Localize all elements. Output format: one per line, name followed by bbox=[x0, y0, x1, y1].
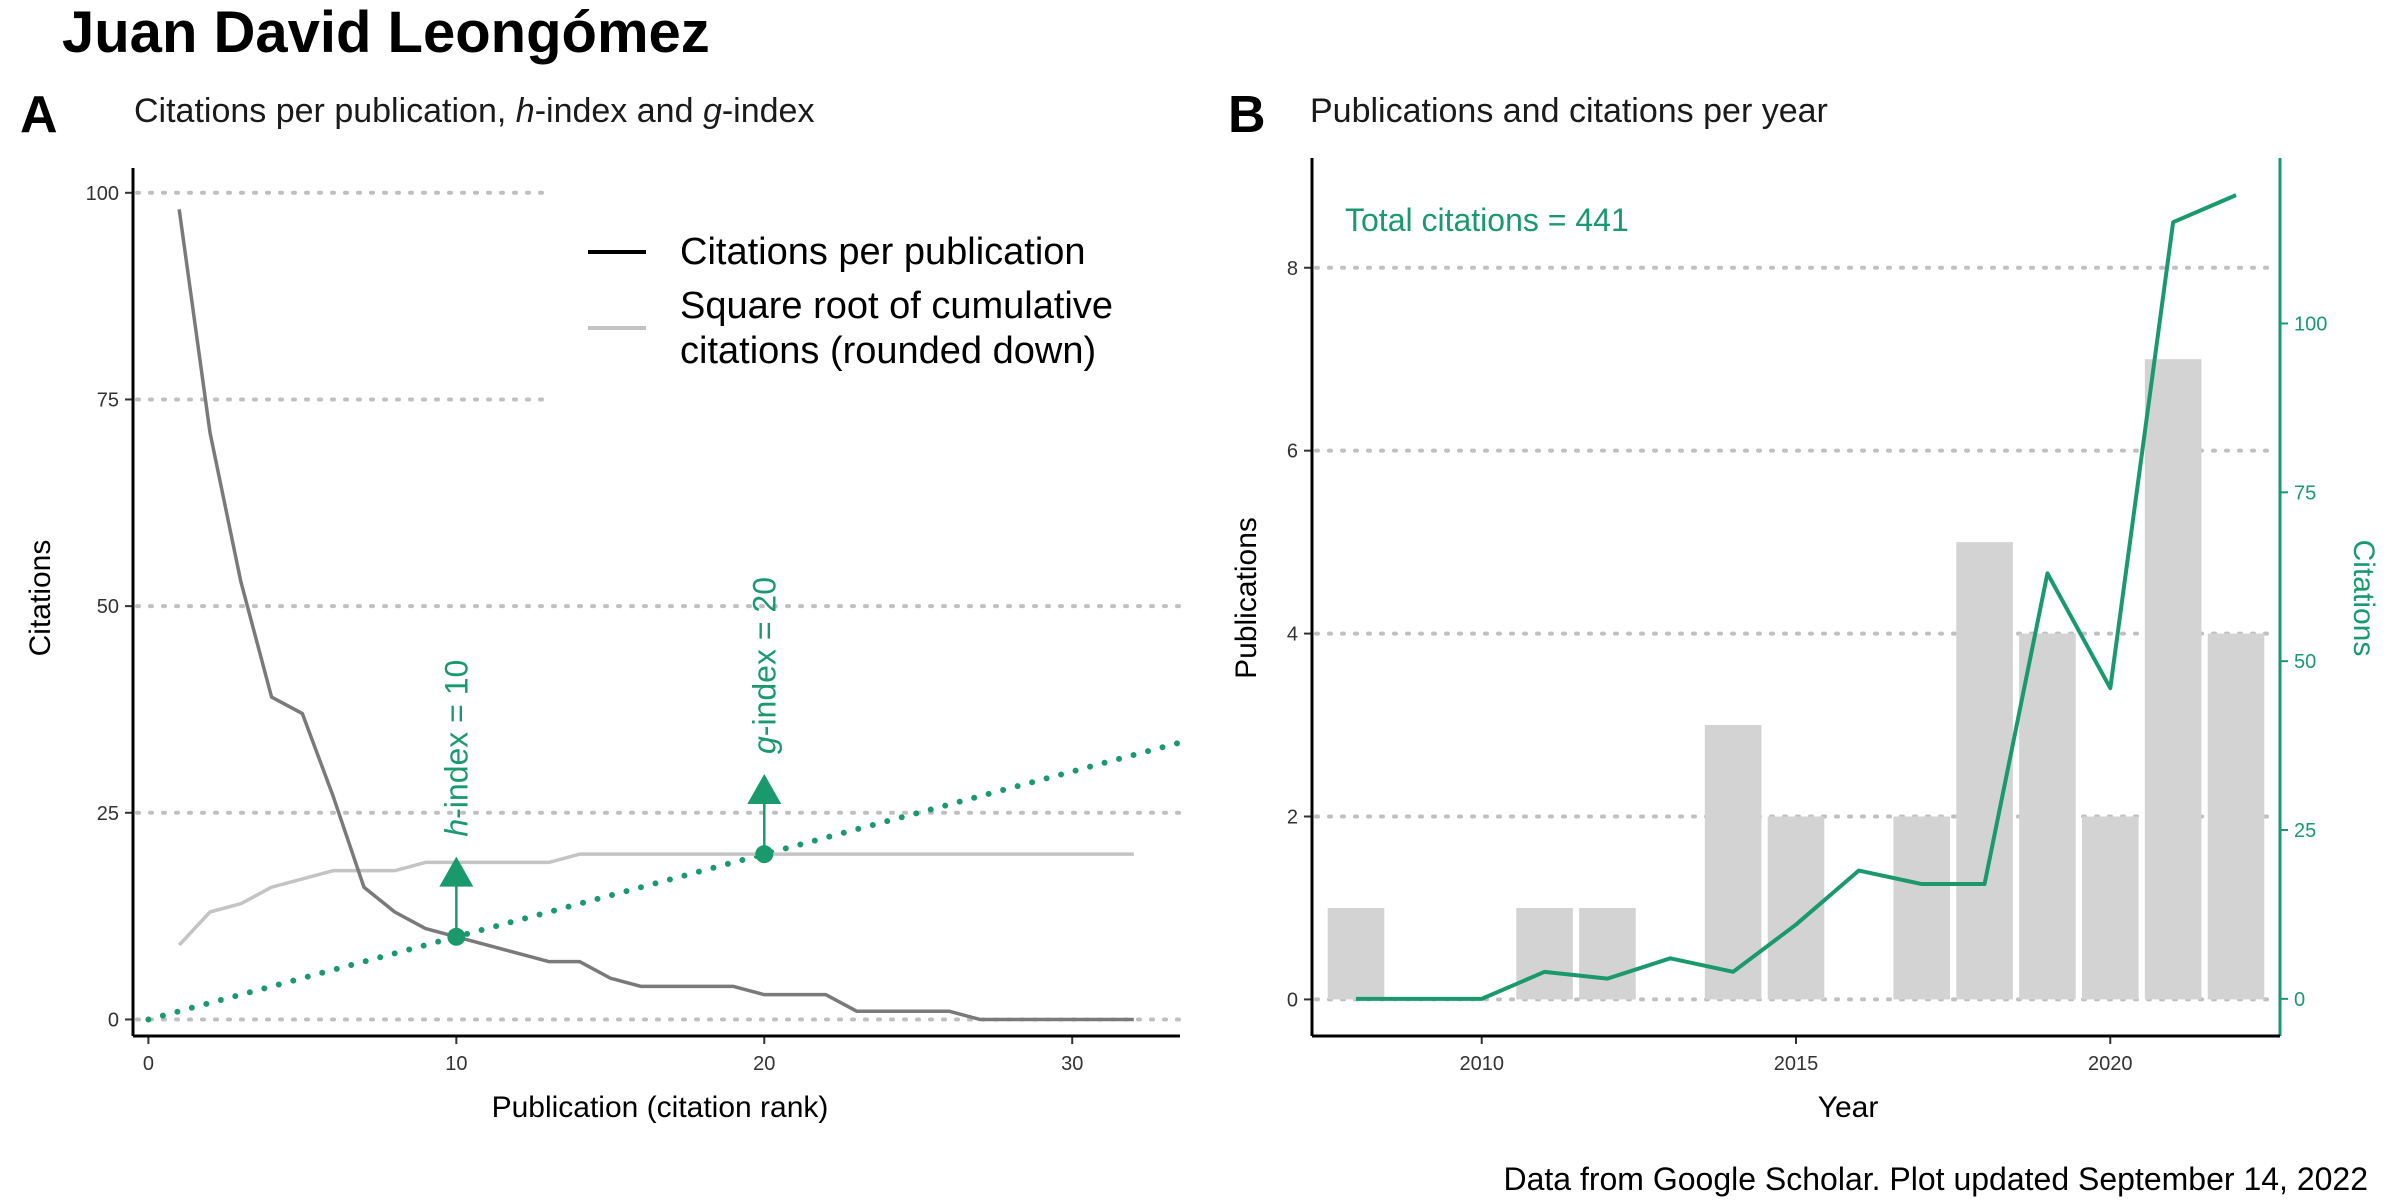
panel-a: A Citations per publication, h-index and… bbox=[20, 86, 1183, 1124]
panel-a-plot-area: h-index = 10 g-index = 20 bbox=[145, 209, 1183, 1023]
identity-dotted-line bbox=[145, 739, 1183, 1023]
panel-b-y-tick-label: 0 bbox=[1287, 989, 1298, 1011]
panel-b-x-tick-label: 2010 bbox=[1459, 1053, 1504, 1075]
panel-b-y2-tick-label: 75 bbox=[2294, 482, 2316, 504]
panel-b-letter: B bbox=[1228, 86, 1266, 144]
panel-a-x-ticks: 0 10 20 30 bbox=[143, 1036, 1083, 1075]
panel-a-x-tick-label: 10 bbox=[445, 1053, 467, 1075]
panel-b-y2-tick-label: 25 bbox=[2294, 820, 2316, 842]
citations-per-publication-line bbox=[177, 209, 1134, 1022]
panel-b-y-tick-label: 4 bbox=[1287, 624, 1298, 646]
figure-title: Juan David Leongómez bbox=[62, 0, 710, 65]
panel-b-x-tick-label: 2020 bbox=[2088, 1053, 2133, 1075]
publication-bar-2020 bbox=[2082, 816, 2139, 1000]
panel-a-y-tick-label: 50 bbox=[97, 596, 119, 618]
panel-b-y2-ticks: 0 25 50 75 100 bbox=[2280, 313, 2327, 1011]
panel-a-y-tick-label: 75 bbox=[97, 389, 119, 411]
legend-label-sqrt-line2: citations (rounded down) bbox=[680, 330, 1096, 372]
panel-a-letter: A bbox=[20, 86, 58, 144]
panel-a-title-part3: -index and bbox=[535, 92, 703, 130]
legend-label-sqrt-line1: Square root of cumulative bbox=[680, 285, 1113, 327]
panel-a-y-ticks: 0 25 50 75 100 bbox=[86, 183, 133, 1031]
sqrt-cumulative-line bbox=[177, 852, 1134, 947]
g-index-point bbox=[755, 845, 774, 864]
legend-label-citations: Citations per publication bbox=[680, 231, 1086, 273]
publication-bar-2012 bbox=[1579, 907, 1636, 1000]
panel-a-y-tick-label: 25 bbox=[97, 803, 119, 825]
publication-bar-2008 bbox=[1327, 907, 1385, 1000]
total-citations-annotation: Total citations = 441 bbox=[1345, 202, 1629, 238]
panel-b-y2-tick-label: 100 bbox=[2294, 313, 2327, 335]
panel-b-y-tick-label: 8 bbox=[1287, 258, 1298, 280]
panel-b-y2-tick-label: 50 bbox=[2294, 651, 2316, 673]
panel-b-y-tick-label: 6 bbox=[1287, 441, 1298, 463]
citations-per-year-line bbox=[1356, 193, 2237, 1001]
publication-bar-2022 bbox=[2207, 633, 2265, 1000]
publication-bar-2017 bbox=[1893, 816, 1950, 1000]
panel-a-x-tick-label: 20 bbox=[753, 1053, 775, 1075]
panel-a-title-h: h bbox=[516, 92, 535, 130]
publication-bar-2019 bbox=[2019, 633, 2076, 1000]
panel-a-title-part5: -index bbox=[722, 92, 815, 130]
caption: Data from Google Scholar. Plot updated S… bbox=[1503, 1161, 2368, 1197]
panel-a-x-label: Publication (citation rank) bbox=[492, 1091, 829, 1124]
panel-a-title-g: g bbox=[703, 92, 722, 130]
h-index-label: h-index = 10 bbox=[438, 660, 474, 837]
panel-b-x-tick-label: 2015 bbox=[1774, 1053, 1819, 1075]
h-index-arrow-head bbox=[439, 856, 474, 887]
panel-b-y-tick-label: 2 bbox=[1287, 807, 1298, 829]
panel-a-y-tick-label: 100 bbox=[86, 183, 119, 205]
panel-a-y-label: Citations bbox=[24, 540, 57, 657]
panel-b-x-label: Year bbox=[1818, 1091, 1879, 1124]
panel-a-legend: Citations per publication Square root of… bbox=[588, 231, 1113, 372]
panel-b-y2-label: Citations bbox=[2347, 540, 2380, 657]
panel-b-title: Publications and citations per year bbox=[1310, 92, 1828, 130]
panel-a-y-tick-label: 0 bbox=[108, 1009, 119, 1031]
h-index-point bbox=[447, 927, 466, 946]
panel-a-x-tick-label: 0 bbox=[143, 1053, 154, 1075]
panel-b-x-ticks: 2010 2015 2020 bbox=[1459, 1036, 2133, 1075]
panel-b-y-ticks: 0 2 4 6 8 bbox=[1287, 258, 1312, 1011]
panel-a-title: Citations per publication, h-index and g… bbox=[134, 92, 814, 130]
panel-b-citations-line bbox=[1356, 193, 2237, 1001]
panel-a-x-tick-label: 30 bbox=[1061, 1053, 1083, 1075]
publication-bar-2014 bbox=[1704, 725, 1762, 1000]
publication-bar-2018 bbox=[1956, 542, 2013, 1000]
g-index-label: g-index = 20 bbox=[746, 577, 782, 754]
publication-bar-2021 bbox=[2144, 359, 2202, 1000]
panel-b: B Publications and citations per year 0 2… bbox=[1228, 86, 2380, 1124]
publication-bar-2011 bbox=[1516, 907, 1573, 1000]
panel-a-title-part1: Citations per publication, bbox=[134, 92, 516, 130]
panel-b-y2-tick-label: 0 bbox=[2294, 989, 2305, 1011]
panel-b-bars bbox=[1327, 359, 2265, 1000]
g-index-arrow-head bbox=[747, 774, 782, 804]
panel-b-y-label: Publications bbox=[1230, 517, 1263, 679]
